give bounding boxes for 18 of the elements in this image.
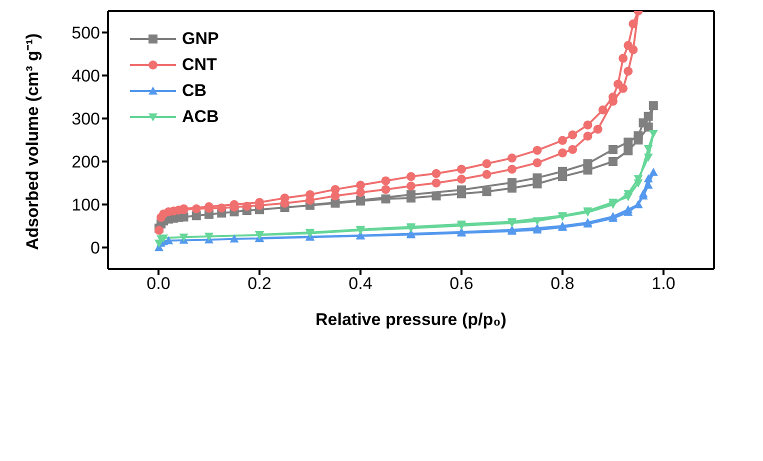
x-tick-label: 1.0 <box>652 274 676 294</box>
y-tick-label: 500 <box>72 24 100 43</box>
legend-label: GNP <box>182 29 219 49</box>
x-tick-label: 0.8 <box>550 274 574 294</box>
legend-label: CB <box>182 81 207 101</box>
y-tick-label: 200 <box>72 152 100 172</box>
y-tick-label: 300 <box>72 110 100 129</box>
x-tick-label: 0.4 <box>348 274 372 294</box>
legend-label: ACB <box>182 107 219 127</box>
y-axis-title: Adsorbed volume (cm³ g⁻¹) <box>23 33 42 250</box>
x-tick-label: 0.6 <box>450 274 474 294</box>
x-tick-label: 0.2 <box>248 274 272 294</box>
y-tick-label: 400 <box>72 66 100 86</box>
x-tick-label: 0.0 <box>146 274 170 294</box>
y-tick-label: 100 <box>72 196 100 215</box>
legend-label: CNT <box>182 55 217 75</box>
x-axis-title: Relative pressure (p/p₀) <box>316 310 506 329</box>
y-tick-label: 0 <box>90 238 100 258</box>
